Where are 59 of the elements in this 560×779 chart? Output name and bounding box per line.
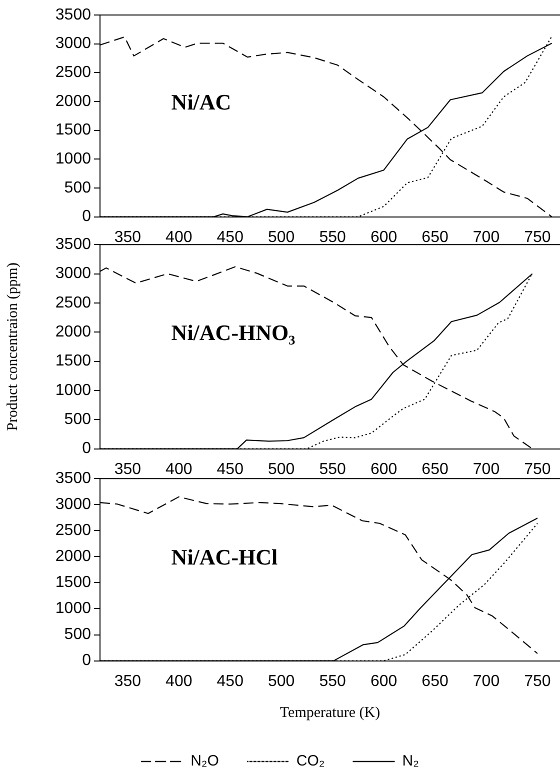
y-tick-label: 1000 bbox=[55, 382, 92, 399]
x-tick-label: 700 bbox=[472, 672, 500, 690]
annotation: Ni/AC bbox=[171, 89, 232, 114]
x-tick-label: 550 bbox=[319, 460, 346, 478]
y-tick-label: 2500 bbox=[55, 522, 92, 540]
y-tick-label: 3000 bbox=[55, 265, 92, 282]
y-tick-label: 2000 bbox=[55, 324, 92, 341]
x-tick-label: 500 bbox=[268, 228, 295, 246]
legend-label: N₂ bbox=[402, 752, 420, 770]
x-tick-label: 750 bbox=[524, 460, 551, 478]
y-tick-label: 500 bbox=[64, 179, 92, 196]
y-tick-label: 3500 bbox=[55, 6, 92, 24]
legend-label: CO₂ bbox=[296, 752, 325, 770]
x-tick-label: 400 bbox=[166, 228, 192, 246]
y-tick-label: 500 bbox=[64, 411, 92, 428]
x-tick-label: 700 bbox=[472, 228, 500, 246]
x-tick-label: 650 bbox=[422, 460, 448, 478]
x-tick-label: 750 bbox=[524, 672, 551, 690]
y-tick-label: 1500 bbox=[55, 574, 92, 592]
x-tick-label: 500 bbox=[268, 460, 295, 478]
x-tick-label: 600 bbox=[370, 228, 398, 246]
y-tick-label: 1500 bbox=[55, 352, 92, 370]
y-tick-label: 2500 bbox=[55, 294, 92, 312]
y-tick-label: 2000 bbox=[55, 548, 92, 566]
y-tick-label: 0 bbox=[82, 652, 92, 670]
x-tick-label: 600 bbox=[370, 460, 398, 478]
annotation: Ni/AC-HCl bbox=[171, 544, 278, 570]
y-tick-label: 3500 bbox=[55, 470, 92, 488]
x-tick-label: 600 bbox=[370, 672, 398, 690]
y-tick-label: 0 bbox=[82, 208, 92, 226]
x-tick-label: 350 bbox=[114, 460, 142, 478]
x-tick-label: 650 bbox=[422, 672, 448, 690]
x-tick-label: 450 bbox=[216, 228, 244, 246]
x-tick-label: 400 bbox=[166, 672, 192, 690]
annotation: Ni/AC-HNO₃ bbox=[171, 320, 296, 346]
y-tick-label: 2000 bbox=[55, 92, 92, 110]
y-tick-label: 3000 bbox=[55, 35, 92, 52]
x-tick-label: 450 bbox=[216, 672, 244, 690]
y-axis-title: Product concentraion (ppm) bbox=[4, 262, 21, 431]
x-tick-label: 450 bbox=[216, 460, 244, 478]
y-tick-label: 3000 bbox=[55, 496, 92, 514]
y-tick-label: 0 bbox=[82, 440, 92, 458]
x-tick-label: 500 bbox=[268, 672, 295, 690]
x-tick-label: 750 bbox=[524, 228, 551, 246]
y-tick-label: 500 bbox=[64, 626, 92, 644]
x-tick-label: 550 bbox=[319, 228, 346, 246]
x-tick-label: 650 bbox=[422, 228, 448, 246]
legend-label: N₂O bbox=[190, 752, 219, 770]
y-tick-label: 3500 bbox=[55, 236, 92, 254]
y-tick-label: 1500 bbox=[55, 122, 92, 139]
y-tick-label: 2500 bbox=[55, 64, 92, 82]
x-tick-label: 350 bbox=[114, 228, 142, 246]
y-tick-label: 1000 bbox=[55, 600, 92, 618]
y-tick-label: 1000 bbox=[55, 150, 92, 168]
x-tick-label: 550 bbox=[319, 672, 346, 690]
x-tick-label: 400 bbox=[166, 460, 192, 478]
x-tick-label: 350 bbox=[114, 672, 142, 690]
x-axis-title: Temperature (K) bbox=[280, 704, 380, 721]
x-tick-label: 700 bbox=[472, 460, 500, 478]
